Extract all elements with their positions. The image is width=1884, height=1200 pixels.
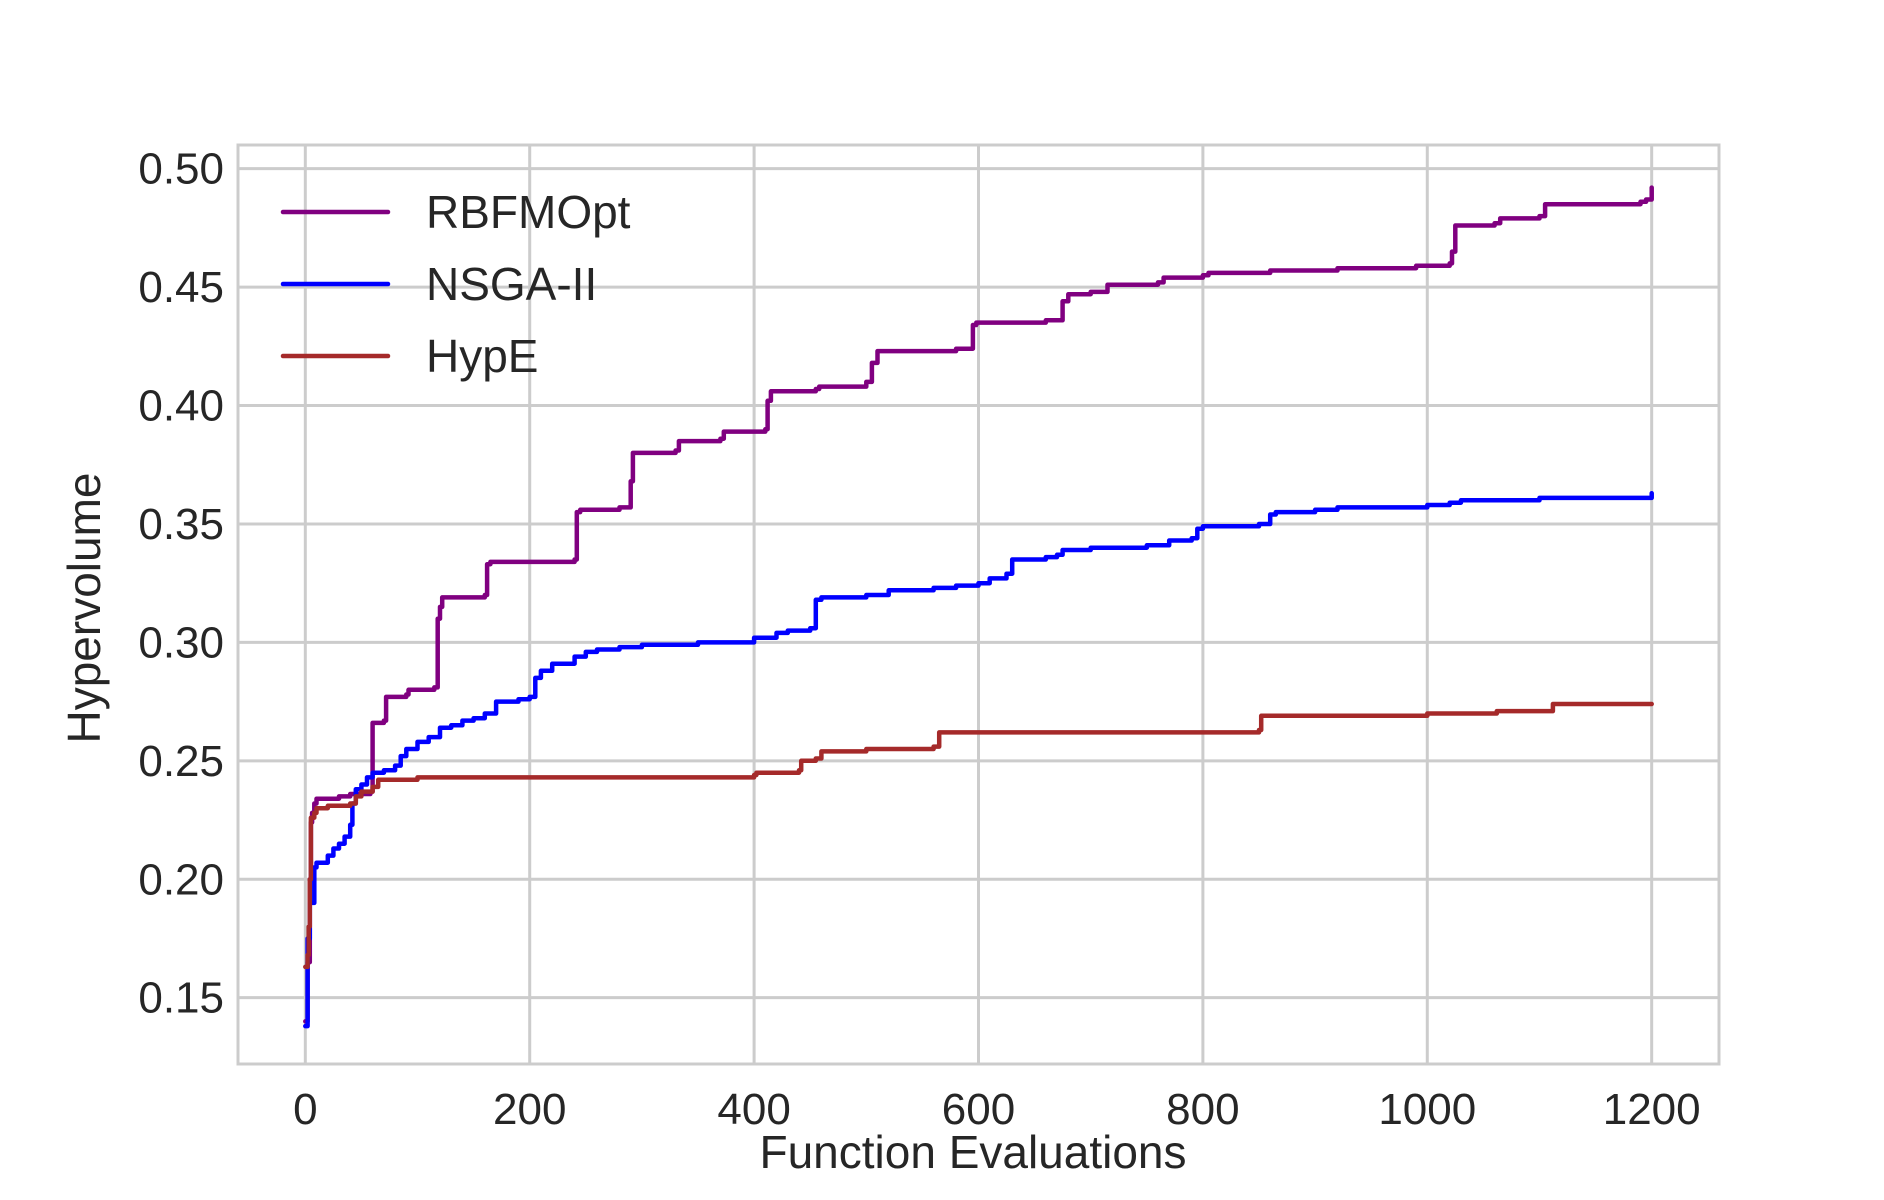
x-axis-label: Function Evaluations bbox=[759, 1126, 1186, 1178]
y-tick-label: 0.15 bbox=[138, 974, 224, 1023]
series-lines bbox=[303, 185, 1654, 1029]
legend-label-rbfmopt: RBFMOpt bbox=[426, 186, 631, 238]
y-tick-label: 0.30 bbox=[138, 618, 224, 667]
legend-label-hype: HypE bbox=[426, 330, 538, 382]
y-tick-label: 0.20 bbox=[138, 855, 224, 904]
grid-lines bbox=[238, 145, 1719, 1064]
x-tick-label: 800 bbox=[1166, 1085, 1239, 1134]
x-tick-label: 1000 bbox=[1378, 1085, 1476, 1134]
legend: RBFMOpt NSGA-II HypE bbox=[280, 186, 631, 382]
legend-label-nsga-ii: NSGA-II bbox=[426, 258, 597, 310]
y-tick-label: 0.50 bbox=[138, 145, 224, 194]
y-tick-label: 0.25 bbox=[138, 737, 224, 786]
y-tick-label: 0.40 bbox=[138, 382, 224, 431]
x-tick-label: 400 bbox=[717, 1085, 790, 1134]
x-tick-label: 1200 bbox=[1603, 1085, 1701, 1134]
y-tick-labels: 0.15 0.20 0.25 0.30 0.35 0.40 0.45 0.50 bbox=[138, 145, 224, 1023]
x-tick-label: 200 bbox=[493, 1085, 566, 1134]
y-tick-label: 0.45 bbox=[138, 263, 224, 312]
series-line-hype bbox=[303, 701, 1654, 970]
y-tick-label: 0.35 bbox=[138, 500, 224, 549]
series-line-rbfmopt bbox=[303, 185, 1654, 1024]
x-tick-label: 600 bbox=[942, 1085, 1015, 1134]
plot-frame bbox=[236, 143, 1721, 1066]
series-line-nsga-ii bbox=[303, 490, 1654, 1029]
x-tick-labels: 0 200 400 600 800 1000 1200 bbox=[293, 1085, 1701, 1134]
x-tick-label: 0 bbox=[293, 1085, 317, 1134]
y-axis-label: Hypervolume bbox=[58, 473, 110, 744]
